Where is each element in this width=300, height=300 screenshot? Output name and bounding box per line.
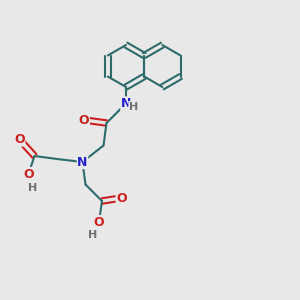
- Text: H: H: [129, 101, 138, 112]
- Text: O: O: [14, 133, 25, 146]
- Text: H: H: [28, 182, 38, 193]
- Text: O: O: [23, 167, 34, 181]
- Text: N: N: [121, 97, 131, 110]
- Text: N: N: [77, 155, 88, 169]
- Text: O: O: [116, 191, 127, 205]
- Text: O: O: [94, 215, 104, 229]
- Text: H: H: [88, 230, 98, 241]
- Text: O: O: [79, 113, 89, 127]
